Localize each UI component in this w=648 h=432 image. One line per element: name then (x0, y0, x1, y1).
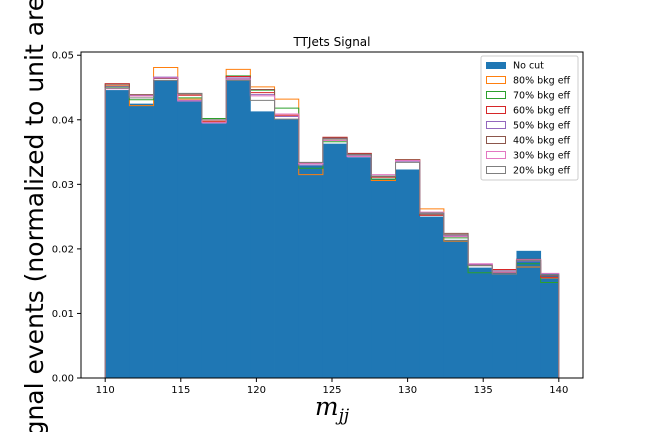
y-axis-ticks: 0.00 0.01 0.02 0.03 0.04 0.05 (52, 51, 81, 385)
histogram-bar (177, 101, 203, 378)
chart-title: TTJets Signal (292, 35, 370, 49)
x-axis-label-main: m (315, 392, 339, 421)
x-tick-label: 120 (247, 385, 266, 396)
legend-label: No cut (513, 61, 544, 72)
histogram-bar (298, 165, 324, 378)
legend-swatch (486, 121, 506, 129)
histogram-bar (274, 119, 300, 379)
y-tick-label: 0.01 (52, 309, 74, 320)
histogram-bar (322, 143, 348, 378)
legend-swatch (486, 136, 506, 144)
histogram-step-lines (104, 66, 560, 378)
legend-label: 20% bkg eff (513, 166, 571, 177)
x-axis-label: mjj (315, 392, 350, 426)
histogram-bar (201, 123, 227, 378)
legend-swatch (486, 76, 506, 84)
histogram-bar (226, 79, 251, 378)
y-axis-label: Signal events (normalized to unit area) (20, 0, 49, 432)
legend-label: 60% bkg eff (513, 106, 571, 117)
histogram-bar (347, 157, 372, 378)
histogram-bar (395, 169, 421, 378)
x-tick-label: 135 (474, 385, 493, 396)
histogram-bar (153, 80, 179, 378)
x-tick-label: 110 (96, 385, 115, 396)
legend-swatch (486, 166, 506, 174)
legend-swatch (486, 106, 506, 114)
legend-label: 40% bkg eff (513, 136, 571, 147)
y-tick-label: 0.04 (52, 115, 74, 126)
histogram-bar (419, 216, 445, 378)
legend-label: 70% bkg eff (513, 91, 571, 102)
x-tick-label: 115 (171, 385, 190, 396)
y-tick-label: 0.05 (52, 51, 74, 62)
histogram-bar (371, 178, 396, 378)
legend-label: 30% bkg eff (513, 151, 571, 162)
histogram-bar (250, 111, 275, 378)
histogram-bar (129, 103, 154, 379)
histogram-bar (443, 239, 469, 378)
histogram-bars (105, 79, 560, 379)
x-axis-ticks: 110 115 120 125 130 135 140 (96, 378, 568, 396)
histogram-bar (540, 273, 560, 378)
y-tick-label: 0.02 (52, 244, 74, 255)
legend-label: 50% bkg eff (513, 121, 571, 132)
y-tick-label: 0.00 (52, 374, 74, 385)
legend-box (480, 55, 579, 181)
x-tick-label: 130 (398, 385, 417, 396)
histogram-bar (492, 272, 517, 378)
y-tick-label: 0.03 (52, 180, 74, 191)
histogram-bar (516, 250, 542, 378)
legend-label: 80% bkg eff (513, 76, 571, 87)
step-series-line (104, 79, 560, 378)
legend: No cut 80% bkg eff 70% bkg eff 60% bkg eff 5… (480, 55, 579, 181)
histogram-bar (105, 90, 130, 378)
x-tick-label: 140 (549, 385, 568, 396)
legend-swatch (486, 62, 506, 69)
x-tick-label: 125 (322, 385, 341, 396)
histogram-bar (468, 267, 493, 378)
legend-swatch (486, 151, 506, 159)
legend-swatch (486, 91, 506, 99)
x-axis-label-subscript: jj (335, 406, 350, 426)
